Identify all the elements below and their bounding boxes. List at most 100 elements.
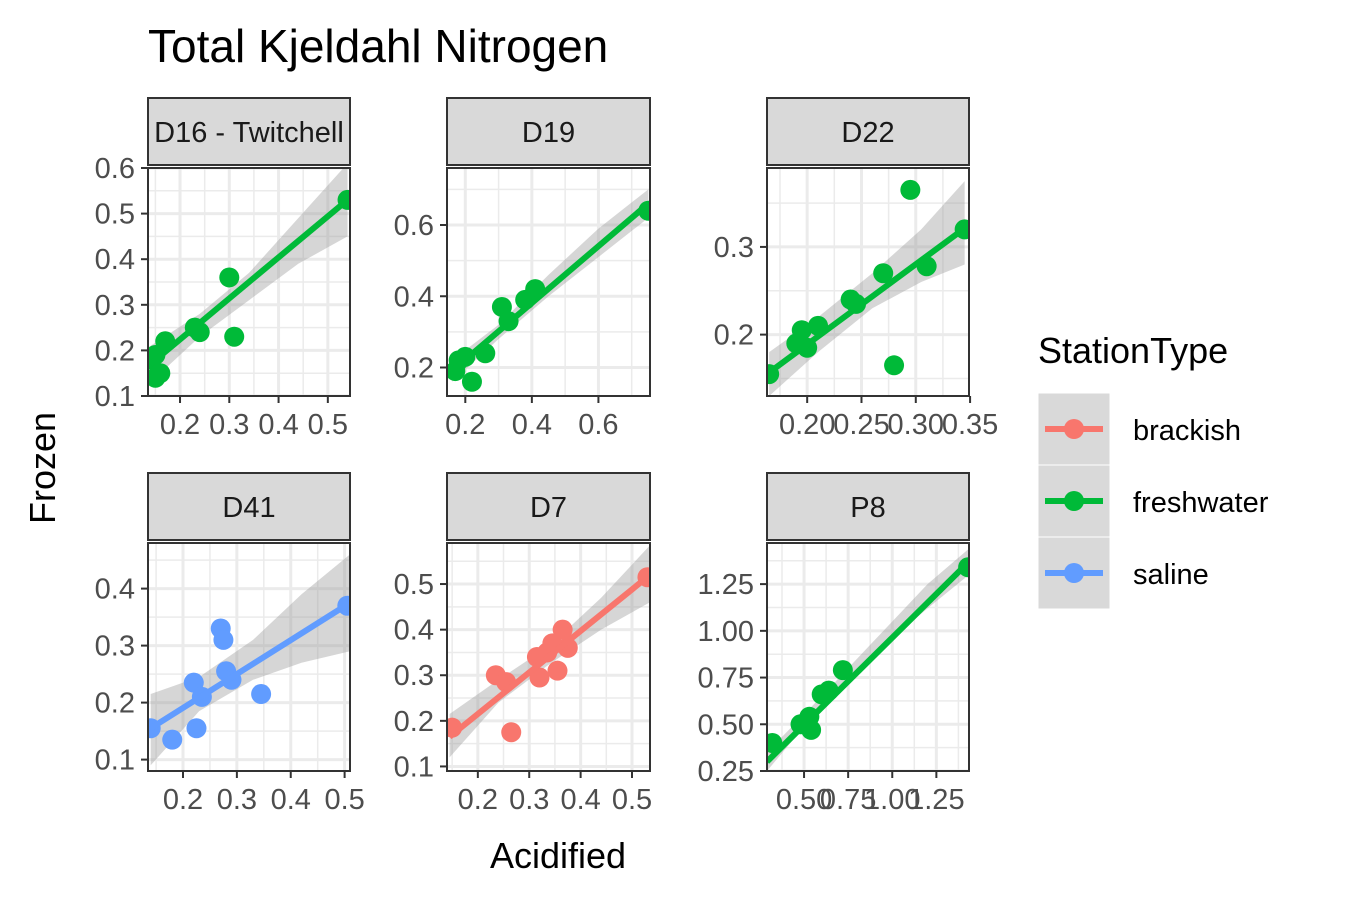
legend-item-saline: saline	[1037, 536, 1209, 610]
data-point	[213, 629, 234, 650]
fit-line	[767, 222, 969, 377]
y-tick-label: 0.6	[95, 153, 135, 185]
x-tick-label: 0.4	[271, 784, 311, 816]
y-tick-label: 0.25	[698, 756, 754, 788]
panel-border	[147, 542, 351, 772]
y-tick-label: 0.6	[394, 210, 434, 242]
x-tick-label: 0.4	[560, 784, 600, 816]
data-point	[162, 729, 183, 750]
x-tick-label: 0.50	[776, 784, 832, 816]
confidence-band-group	[767, 548, 969, 771]
data-point	[791, 320, 812, 341]
y-tick-label: 0.50	[698, 709, 754, 741]
x-tick-label: 0.35	[942, 409, 998, 441]
panel-grid	[148, 543, 350, 771]
panel-grid	[767, 543, 969, 771]
facet-panel-d22: D22 0.200.250.300.35 0.2 0.3	[714, 97, 998, 441]
confidence-band	[769, 181, 965, 396]
x-tick-label: 0.4	[258, 409, 298, 441]
data-point	[219, 267, 240, 288]
x-tick-label: 0.75	[820, 784, 876, 816]
facet-panel-d7: D7 0.2 0.3 0.4 0.5 0.1 0.2 0.3 0.4 0.5	[394, 472, 652, 816]
y-axis-title: Frozen	[22, 412, 63, 524]
data-point	[884, 355, 905, 376]
facet-strip-label: P8	[850, 492, 885, 524]
y-tick-label: 0.2	[714, 320, 754, 352]
x-tick-label: 0.5	[324, 784, 364, 816]
panel-border	[147, 167, 351, 397]
legend-key-point	[1064, 419, 1084, 439]
x-tick-label: 0.4	[512, 409, 552, 441]
data-point	[832, 660, 853, 681]
y-tick-label: 0.2	[394, 706, 434, 738]
y-tick-label: 0.4	[394, 615, 434, 647]
confidence-band-group	[150, 554, 350, 766]
y-tick-label: 0.4	[394, 281, 434, 313]
y-tick-label: 0.2	[95, 688, 135, 720]
legend-label: saline	[1133, 559, 1209, 591]
chart-title: Total Kjeldahl Nitrogen	[148, 20, 608, 72]
data-point	[529, 667, 550, 688]
facet-panels: D16 - Twitchell 0.2 0.3 0.4 0.5 0.1 0.2 0.3 0.4 0…	[95, 97, 998, 816]
x-tick-label: 0.30	[888, 409, 944, 441]
x-tick-label: 0.2	[445, 409, 485, 441]
confidence-band	[150, 554, 350, 766]
panel-border	[766, 167, 970, 397]
facet-strip-label: D7	[530, 492, 567, 524]
panel-border	[446, 167, 651, 397]
facet-strip-label: D16 - Twitchell	[154, 117, 344, 149]
data-point	[552, 619, 573, 640]
y-tick-label: 0.4	[95, 574, 135, 606]
y-tick-label: 1.25	[698, 569, 754, 601]
legend-label: freshwater	[1133, 487, 1269, 519]
x-tick-label: 1.00	[864, 784, 920, 816]
x-axis-title: Acidified	[490, 835, 626, 876]
legend-label: brackish	[1133, 415, 1241, 447]
y-tick-label: 0.3	[95, 290, 135, 322]
x-tick-label: 0.20	[779, 409, 835, 441]
legend-item-brackish: brackish	[1037, 392, 1241, 466]
legend-title: StationType	[1038, 330, 1228, 371]
facet-strip	[446, 97, 651, 166]
panel-grid	[447, 168, 650, 396]
y-tick-label: 0.1	[394, 751, 434, 783]
fit-line	[447, 572, 650, 740]
legend-item-freshwater: freshwater	[1037, 464, 1269, 538]
fit-line	[767, 559, 969, 764]
panel-background	[767, 168, 969, 396]
y-tick-label: 0.5	[394, 569, 434, 601]
y-tick-label: 0.1	[95, 745, 135, 777]
y-tick-label: 0.3	[714, 232, 754, 264]
y-tick-label: 0.2	[95, 335, 135, 367]
facet-strip-label: D19	[522, 117, 575, 149]
y-tick-label: 1.00	[698, 616, 754, 648]
y-tick-label: 0.1	[95, 381, 135, 413]
x-tick-label: 0.5	[612, 784, 652, 816]
y-tick-label: 0.2	[394, 353, 434, 385]
x-tick-label: 0.3	[209, 409, 249, 441]
y-tick-label: 0.4	[95, 244, 135, 276]
legend: StationType brackish freshwater saline	[1037, 330, 1269, 610]
x-tick-label: 0.2	[160, 409, 200, 441]
confidence-band	[767, 548, 969, 771]
data-point	[224, 326, 245, 347]
x-tick-label: 0.2	[163, 784, 203, 816]
data-point	[461, 371, 482, 392]
data-point	[150, 363, 171, 384]
y-tick-label: 0.5	[95, 199, 135, 231]
x-tick-label: 1.25	[908, 784, 964, 816]
facet-strip-label: D41	[222, 492, 275, 524]
data-point	[186, 718, 207, 739]
facet-panel-d19: D19 0.2 0.4 0.6 0.2 0.4 0.6	[394, 97, 651, 441]
fit-line	[149, 600, 350, 731]
data-point	[501, 722, 522, 743]
facet-strip	[446, 472, 651, 541]
facet-panel-d16-twitchell: D16 - Twitchell 0.2 0.3 0.4 0.5 0.1 0.2 0.3 0.4 0…	[95, 97, 351, 441]
facet-strip	[147, 472, 351, 541]
x-tick-label: 0.3	[217, 784, 257, 816]
fit-line	[148, 197, 350, 367]
panel-border	[446, 542, 651, 772]
data-point	[873, 263, 894, 284]
data-points	[447, 567, 650, 743]
